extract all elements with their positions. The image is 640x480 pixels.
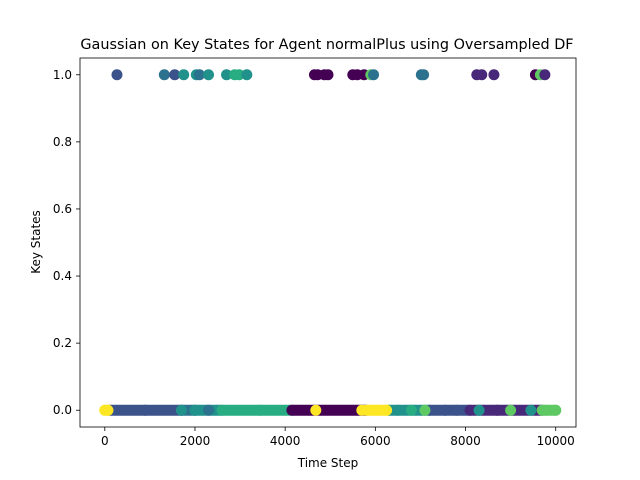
y-tick-label: 0.6: [53, 202, 72, 216]
scatter-point: [203, 69, 215, 81]
scatter-point: [539, 69, 551, 81]
chart-title: Gaussian on Key States for Agent normalP…: [80, 37, 573, 53]
scatter-point: [139, 404, 151, 416]
x-tick-label: 8000: [450, 434, 481, 448]
point-band-5: [286, 404, 372, 416]
y-tick-label: 0.2: [53, 336, 72, 350]
scatter-point: [368, 69, 380, 81]
y-tick-label: 0.0: [53, 403, 72, 417]
x-tick-label: 6000: [360, 434, 391, 448]
scatter-point: [381, 404, 393, 416]
scatter-point: [392, 404, 404, 416]
scatter-point: [169, 69, 181, 81]
scatter-point: [419, 404, 431, 416]
points-layer: [99, 69, 562, 416]
scatter-point: [178, 69, 190, 81]
scatter-point: [322, 69, 334, 81]
scatter-point: [418, 69, 430, 81]
scatter-point: [491, 404, 503, 416]
x-axis-ticks: 0 2000 4000 6000 8000 10000: [101, 427, 575, 448]
scatter-point: [111, 69, 123, 81]
scatter-point: [525, 404, 537, 416]
scatter-point: [439, 404, 451, 416]
scatter-point: [356, 404, 368, 416]
scatter-point: [203, 404, 215, 416]
scatter-point: [505, 404, 517, 416]
x-tick-label: 2000: [180, 434, 211, 448]
scatter-point: [193, 69, 205, 81]
y-axis-label: Key States: [29, 210, 43, 274]
y-axis-ticks: 0.0 0.2 0.4 0.6 0.8 1.0: [53, 68, 80, 417]
scatter-point: [405, 404, 417, 416]
scatter-point: [451, 404, 463, 416]
scatter-point: [541, 404, 553, 416]
scatter-point: [254, 404, 266, 416]
scatter-point: [189, 404, 201, 416]
y-tick-label: 1.0: [53, 68, 72, 82]
scatter-point: [473, 404, 485, 416]
y-tick-label: 0.8: [53, 135, 72, 149]
scatter-point: [158, 69, 170, 81]
scatter-point: [233, 69, 245, 81]
scatter-point: [488, 69, 500, 81]
scatter-point: [175, 404, 187, 416]
x-axis-label: Time Step: [297, 456, 359, 470]
scatter-point: [102, 404, 114, 416]
scatter-point: [550, 404, 562, 416]
scatter-point: [241, 69, 253, 81]
x-tick-label: 0: [101, 434, 109, 448]
x-tick-label: 10000: [537, 434, 575, 448]
scatter-point: [372, 404, 384, 416]
scatter-point: [221, 69, 233, 81]
scatter-point: [310, 404, 322, 416]
x-tick-label: 4000: [270, 434, 301, 448]
scatter-point: [476, 69, 488, 81]
y-tick-label: 0.4: [53, 269, 72, 283]
plot-frame: [79, 57, 577, 428]
